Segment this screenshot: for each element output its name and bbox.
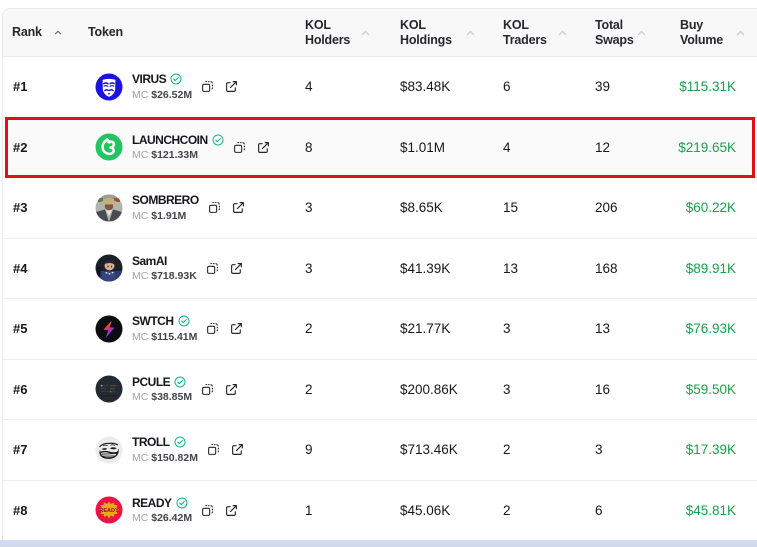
svg-text:READY: READY [99,508,119,514]
